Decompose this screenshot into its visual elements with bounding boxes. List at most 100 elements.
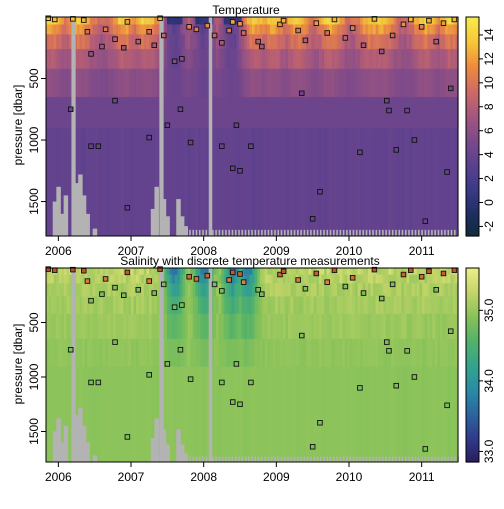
missing-data-bar [81,426,87,462]
heatmap-cell [339,96,343,129]
heatmap-cell [197,24,202,35]
heatmap-cell [373,48,377,70]
heatmap-cell [321,274,325,284]
heatmap-cell [249,338,253,367]
heatmap-cell [89,274,93,284]
heatmap-cell [373,274,377,284]
heatmap-cell [110,283,114,297]
heatmap-cell [318,127,323,236]
heatmap-cell [66,34,70,50]
colorbar-swatch [466,194,479,199]
heatmap-cell [432,296,436,315]
heatmap-cell [293,24,297,35]
heatmap-cell [94,296,99,315]
heatmap-cell [218,313,222,340]
heatmap-cell [388,24,392,35]
heatmap-cell [398,313,402,340]
missing-data-bar [319,229,322,236]
heatmap-cell [97,274,101,284]
heatmap-cell [48,283,52,297]
heatmap-cell [254,296,258,315]
heatmap-cell [110,274,114,284]
missing-data-bar [63,426,69,462]
heatmap-cell [257,127,261,236]
missing-data-bar [375,229,378,236]
heatmap-cell [56,17,60,25]
heatmap-cell [318,268,323,276]
x-tick-label: 2008 [190,470,217,484]
colorbar-swatch [466,299,479,303]
heatmap-cell [236,48,240,70]
heatmap-cell [419,34,423,50]
heatmap-cell [347,274,351,284]
heatmap-cell [409,24,413,35]
heatmap-cell [324,68,328,98]
missing-data-bar [176,199,181,236]
heatmap-cell [275,17,279,25]
colorbar-swatch [466,435,479,439]
heatmap-cell [143,24,148,35]
heatmap-cell [138,268,142,276]
discrete-measurement-marker [418,273,425,280]
heatmap-cell [192,68,196,98]
heatmap-cell [164,24,168,35]
discrete-measurement-marker [404,348,410,354]
heatmap-cell [179,268,184,276]
heatmap-cell [344,296,348,315]
heatmap-cell [76,283,81,297]
missing-data-bar [365,456,368,462]
x-tick-label: 2006 [45,470,72,484]
heatmap-cell [347,48,351,70]
missing-data-bar [319,456,322,462]
colorbar-swatch [466,216,479,221]
heatmap-cell [450,48,454,70]
heatmap-cell [277,34,281,50]
heatmap-cell [213,17,217,25]
heatmap-cell [84,48,88,70]
heatmap-cell [285,127,289,236]
colorbar-swatch [466,381,479,385]
heatmap-cell [442,366,446,462]
missing-data-bar [346,229,348,236]
missing-data-bar [221,456,224,462]
heatmap-cell [313,274,317,284]
heatmap-cell [107,68,111,98]
heatmap-cell [262,17,266,25]
missing-data-bar [165,216,170,236]
heatmap-cell [388,268,392,276]
heatmap-cell [349,68,354,98]
heatmap-cell [275,127,279,236]
heatmap-cell [455,68,459,98]
discrete-measurement-marker [331,267,338,273]
discrete-measurement-marker [120,45,127,51]
heatmap-cell [203,96,207,129]
heatmap-cell [442,68,446,98]
heatmap-cell [58,296,63,315]
heatmap-cell [174,24,178,35]
heatmap-cell [228,68,232,98]
discrete-measurement-marker [70,266,76,273]
heatmap-cell [344,24,348,35]
colorbar-swatch [466,219,479,223]
heatmap-cell [123,313,127,340]
missing-data-bar [257,229,260,236]
heatmap-cell [290,34,294,50]
discrete-measurement-marker [88,143,94,149]
heatmap-cell [285,34,289,50]
heatmap-cell [396,17,400,25]
heatmap-cell [437,48,441,70]
heatmap-cell [326,34,330,50]
heatmap-cell [391,268,395,276]
heatmap-cell [174,313,178,340]
missing-data-bar [205,229,208,236]
heatmap-cell [406,283,410,297]
heatmap-cell [226,296,230,315]
heatmap-cell [141,96,145,129]
heatmap-cell [450,283,454,297]
heatmap-cell [105,68,109,98]
heatmap-cell [187,96,191,129]
heatmap-cell [82,68,86,98]
heatmap-cell [252,296,256,315]
heatmap-cell [236,313,240,340]
